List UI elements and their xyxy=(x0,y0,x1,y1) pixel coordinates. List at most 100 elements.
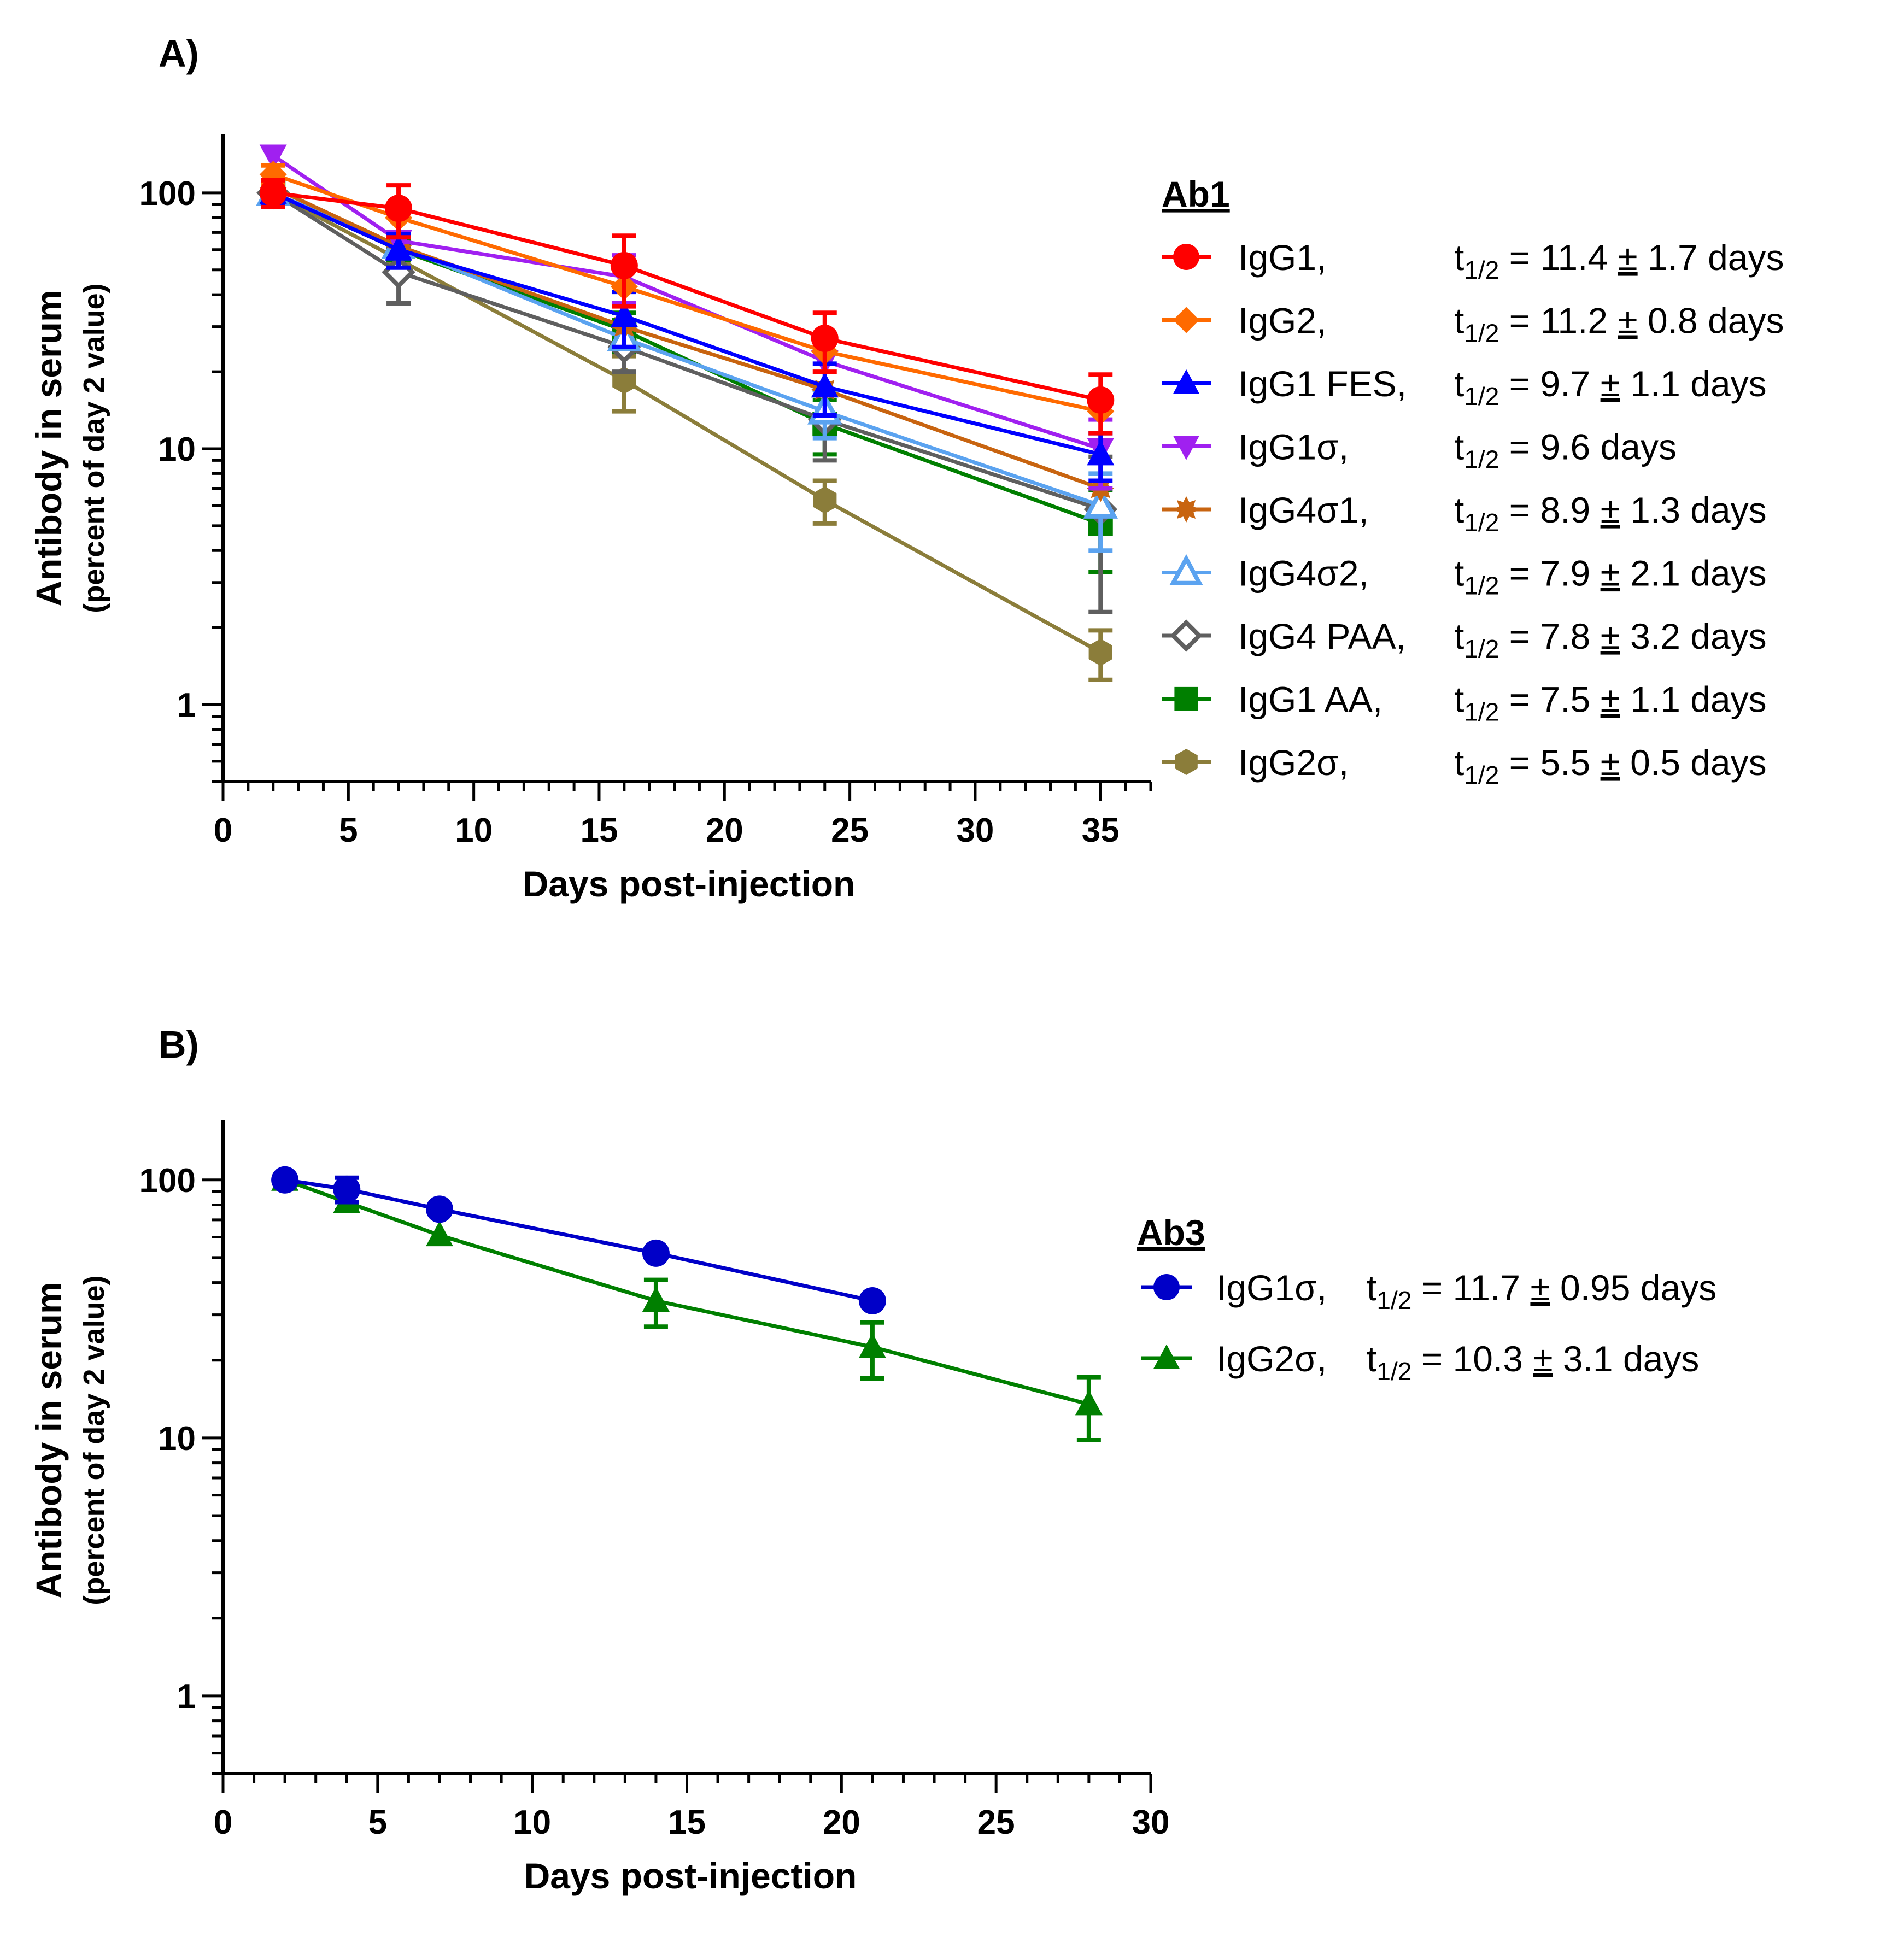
legend-marker xyxy=(1174,686,1198,711)
plus-minus: ± xyxy=(1618,237,1637,278)
legend-entry: IgG1σ, t1/2 = 11.7 ± 0.95 days xyxy=(1141,1267,1716,1314)
half-life-value: = 9.6 xyxy=(1499,427,1590,467)
data-point xyxy=(610,251,638,279)
half-life-t: t xyxy=(1454,490,1464,530)
plus-minus: ± xyxy=(1601,363,1620,404)
half-life-t: t xyxy=(1454,301,1464,341)
legend-half-life: t1/2 = 8.9 ± 1.3 days xyxy=(1454,490,1767,537)
data-point xyxy=(858,1287,886,1314)
half-life-unit: days xyxy=(1680,490,1767,530)
legend-marker xyxy=(1153,1274,1180,1300)
y-tick-label: 10 xyxy=(158,431,196,468)
legend-series-name: IgG4σ2, xyxy=(1238,553,1369,594)
panel-b-y-axis-subtitle: (percent of day 2 value) xyxy=(78,1275,110,1605)
legend-marker xyxy=(1170,619,1203,652)
data-point xyxy=(811,325,839,353)
half-life-unit: days xyxy=(1698,237,1784,278)
y-tick-label: 1 xyxy=(177,686,196,724)
space xyxy=(1608,301,1618,341)
y-tick-label: 100 xyxy=(139,175,196,213)
half-life-subscript: 1/2 xyxy=(1464,319,1499,348)
half-life-error: 0.5 xyxy=(1620,742,1680,783)
half-life-error: 3.1 xyxy=(1553,1339,1613,1379)
half-life-value: = 10.3 xyxy=(1411,1339,1523,1379)
data-point xyxy=(610,302,638,327)
y-tick-label: 1 xyxy=(177,1678,196,1716)
half-life-subscript: 1/2 xyxy=(1464,698,1499,726)
half-life-value: = 11.2 xyxy=(1499,301,1608,341)
legend-series-name: IgG2σ, xyxy=(1238,742,1349,783)
data-point xyxy=(1083,486,1118,519)
half-life-unit: days xyxy=(1613,1339,1700,1379)
half-life-t: t xyxy=(1454,553,1464,594)
data-point xyxy=(813,486,837,514)
data-point xyxy=(642,1286,670,1312)
plus-minus: ± xyxy=(1601,679,1620,720)
half-life-unit: days xyxy=(1630,1267,1716,1308)
plot-area xyxy=(256,144,1118,682)
legend-entry: IgG4σ1, t1/2 = 8.9 ± 1.3 days xyxy=(1162,490,1767,537)
y-tick-label: 100 xyxy=(139,1162,196,1200)
half-life-unit: days xyxy=(1680,553,1767,594)
legend: IgG1σ, t1/2 = 11.7 ± 0.95 days IgG2σ, t1/2 … xyxy=(1141,1267,1716,1386)
half-life-t: t xyxy=(1367,1339,1376,1379)
half-life-error: 1.3 xyxy=(1620,490,1680,530)
plus-minus: ± xyxy=(1618,301,1637,341)
half-life-unit: days xyxy=(1680,616,1767,656)
legend-series-name: IgG1 FES, xyxy=(1238,363,1407,404)
plus-minus: ± xyxy=(1601,553,1620,594)
legend-half-life: t1/2 = 5.5 ± 0.5 days xyxy=(1454,742,1767,789)
x-tick-label: 30 xyxy=(956,812,994,849)
legend-series-name: IgG1σ, xyxy=(1238,427,1349,467)
panel-b-x-axis-title: Days post-injection xyxy=(524,1856,857,1896)
series-line xyxy=(284,1178,873,1303)
half-life-t: t xyxy=(1454,237,1464,278)
half-life-error: 1.1 xyxy=(1620,679,1680,720)
half-life-value: = 7.5 xyxy=(1499,679,1590,720)
half-life-error: 3.2 xyxy=(1620,616,1680,656)
legend-half-life: t1/2 = 7.8 ± 3.2 days xyxy=(1454,616,1767,663)
legend-entry: IgG1 FES, t1/2 = 9.7 ± 1.1 days xyxy=(1162,363,1767,410)
space xyxy=(1590,679,1600,720)
plus-minus: ± xyxy=(1601,742,1620,783)
x-tick-label: 5 xyxy=(339,812,358,849)
half-life-t: t xyxy=(1454,427,1464,467)
legend-entry: IgG2σ, t1/2 = 10.3 ± 3.1 days xyxy=(1141,1339,1699,1386)
axes: 1 10 100 0 5 10 15 20 25 30 35 xyxy=(139,134,1152,849)
legend-series-name: IgG1 AA, xyxy=(1238,679,1382,720)
space xyxy=(1520,1267,1530,1308)
half-life-subscript: 1/2 xyxy=(1464,572,1499,600)
panel-b-y-axis-title: Antibody in serum xyxy=(28,1282,69,1598)
legend-series-name: IgG1, xyxy=(1238,237,1326,278)
series-0 xyxy=(271,1166,886,1314)
space xyxy=(1590,553,1600,594)
panel-b-legend-title: Ab3 xyxy=(1137,1212,1205,1253)
legend-half-life: t1/2 = 9.7 ± 1.1 days xyxy=(1454,363,1767,410)
half-life-subscript: 1/2 xyxy=(1464,382,1499,410)
half-life-t: t xyxy=(1367,1267,1376,1308)
data-point xyxy=(259,179,287,207)
legend-half-life: t1/2 = 9.6 days xyxy=(1454,427,1677,474)
panel-a: A) Antibody in serum (percent of day 2 v… xyxy=(28,32,1784,904)
x-tick-label: 5 xyxy=(368,1804,387,1841)
legend-entry: IgG1 AA, t1/2 = 7.5 ± 1.1 days xyxy=(1162,679,1767,726)
half-life-subscript: 1/2 xyxy=(1376,1286,1411,1314)
half-life-unit: days xyxy=(1590,427,1677,467)
half-life-value: = 9.7 xyxy=(1499,363,1590,404)
x-tick-label: 25 xyxy=(831,812,869,849)
legend-series-name: IgG4σ1, xyxy=(1238,490,1369,530)
panel-a-y-axis-subtitle: (percent of day 2 value) xyxy=(78,283,110,613)
space xyxy=(1590,363,1600,404)
axes: 1 10 100 0 5 10 15 20 25 30 xyxy=(139,1120,1170,1841)
x-tick-label: 35 xyxy=(1082,812,1120,849)
legend-marker xyxy=(1173,436,1199,460)
x-tick-label: 0 xyxy=(214,1804,232,1841)
legend-half-life: t1/2 = 10.3 ± 3.1 days xyxy=(1367,1339,1699,1386)
plus-minus: ± xyxy=(1533,1339,1553,1379)
legend-half-life: t1/2 = 7.5 ± 1.1 days xyxy=(1454,679,1767,726)
data-point xyxy=(642,1239,670,1267)
half-life-unit: days xyxy=(1698,301,1784,341)
x-tick-label: 30 xyxy=(1132,1804,1170,1841)
